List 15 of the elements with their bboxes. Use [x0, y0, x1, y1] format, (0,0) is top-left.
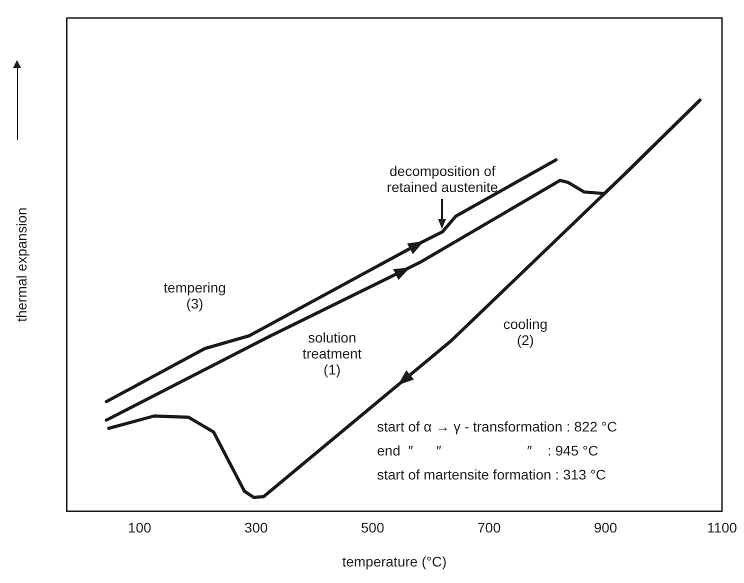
x-tick-label: 500 — [360, 520, 384, 536]
x-axis-title: temperature (°C) — [342, 553, 447, 570]
series-label: cooling (2) — [503, 316, 548, 348]
x-tick-label: 1100 — [706, 520, 738, 536]
annotation: decomposition of retained austenite — [386, 162, 498, 195]
x-tick-label: 300 — [244, 520, 268, 536]
x-tick-label: 100 — [128, 520, 152, 536]
text: tempering (3) — [164, 280, 226, 312]
annotation: start of α → γ - transformation : 822 °C — [377, 418, 618, 434]
x-tick-label: 900 — [594, 520, 618, 536]
y-axis-title: thermal expansion — [13, 207, 30, 322]
annotation: end ″ ″ ″ : 945 °C — [377, 442, 598, 458]
x-tick-label: 700 — [477, 520, 501, 536]
series-label: solution treatment (1) — [302, 329, 362, 378]
annotation: start of martensite formation : 313 °C — [377, 466, 606, 482]
